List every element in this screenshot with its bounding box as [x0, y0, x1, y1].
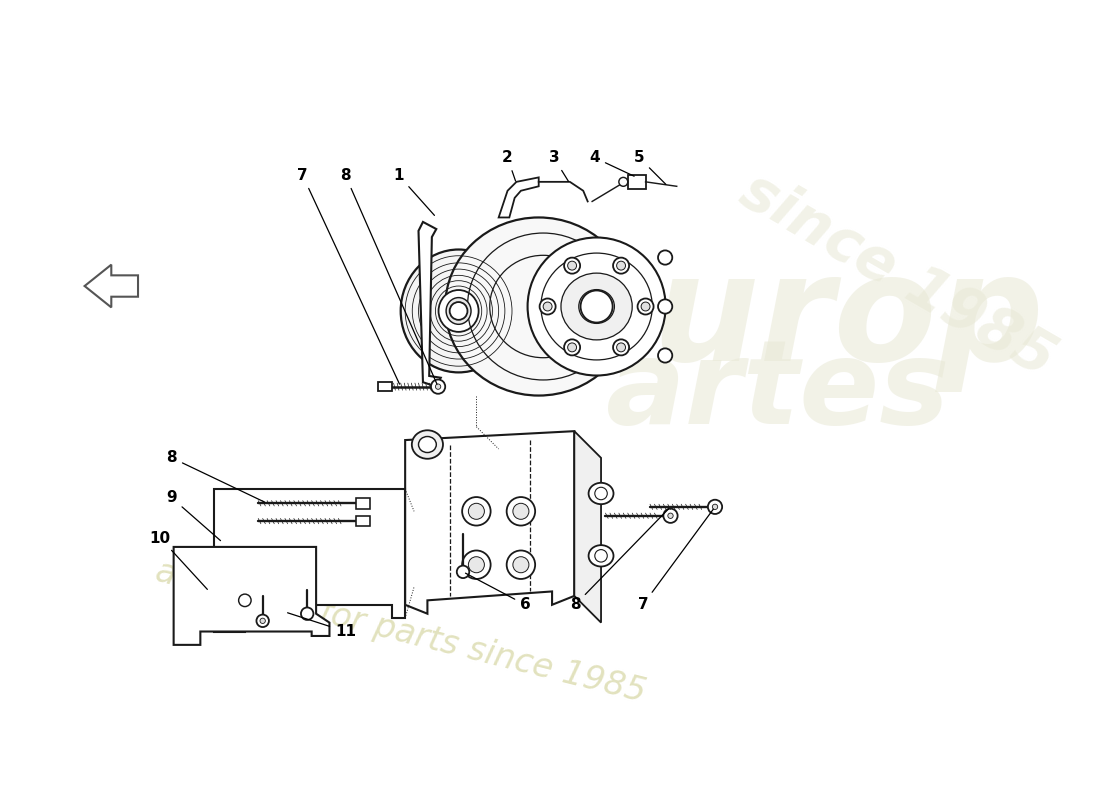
Ellipse shape [446, 218, 632, 395]
Circle shape [462, 497, 491, 526]
Circle shape [469, 557, 484, 573]
Ellipse shape [439, 290, 478, 332]
Text: artes: artes [605, 334, 950, 449]
Polygon shape [213, 489, 405, 631]
Circle shape [595, 487, 607, 500]
Circle shape [564, 258, 580, 274]
Text: 10: 10 [150, 530, 208, 590]
Text: europ: europ [552, 247, 1045, 392]
Circle shape [239, 594, 251, 606]
Polygon shape [356, 498, 370, 509]
Circle shape [663, 509, 678, 523]
Circle shape [301, 607, 314, 620]
Ellipse shape [418, 437, 437, 453]
Text: 1: 1 [394, 168, 435, 215]
Circle shape [543, 302, 552, 311]
Text: 4: 4 [590, 150, 634, 176]
Polygon shape [378, 382, 392, 391]
Circle shape [613, 339, 629, 355]
Circle shape [469, 503, 484, 519]
Circle shape [260, 618, 265, 623]
Ellipse shape [400, 250, 517, 372]
Ellipse shape [528, 238, 666, 375]
Text: 11: 11 [287, 613, 356, 639]
Circle shape [564, 339, 580, 355]
Circle shape [713, 504, 717, 510]
Circle shape [568, 261, 576, 270]
Text: 8: 8 [166, 450, 265, 502]
Polygon shape [174, 547, 330, 645]
Circle shape [708, 500, 722, 514]
Text: 9: 9 [166, 490, 220, 541]
Text: 8: 8 [570, 509, 669, 612]
Circle shape [462, 550, 491, 579]
Text: 3: 3 [549, 150, 569, 182]
Circle shape [617, 343, 626, 352]
Circle shape [456, 566, 470, 578]
Circle shape [507, 550, 535, 579]
Ellipse shape [447, 298, 471, 324]
Text: 8: 8 [340, 168, 437, 384]
Ellipse shape [588, 483, 614, 504]
Polygon shape [85, 265, 138, 307]
Polygon shape [574, 431, 601, 622]
Ellipse shape [561, 273, 632, 340]
Polygon shape [498, 178, 539, 218]
Circle shape [436, 384, 441, 390]
Circle shape [540, 298, 556, 314]
Polygon shape [356, 516, 370, 526]
Polygon shape [405, 431, 574, 614]
Circle shape [256, 614, 268, 627]
Text: since 1985: since 1985 [730, 162, 1065, 388]
Circle shape [450, 302, 468, 320]
Circle shape [595, 550, 607, 562]
Circle shape [513, 557, 529, 573]
Circle shape [658, 348, 672, 362]
Polygon shape [418, 222, 441, 386]
Circle shape [658, 299, 672, 314]
Text: 7: 7 [297, 168, 399, 384]
Circle shape [513, 503, 529, 519]
Circle shape [658, 250, 672, 265]
Circle shape [568, 343, 576, 352]
Text: 2: 2 [503, 150, 516, 181]
Text: a passion for parts since 1985: a passion for parts since 1985 [152, 554, 649, 709]
Circle shape [641, 302, 650, 311]
Text: 7: 7 [638, 509, 714, 612]
Polygon shape [628, 174, 646, 189]
Circle shape [617, 261, 626, 270]
Circle shape [638, 298, 653, 314]
Circle shape [507, 497, 535, 526]
Text: 6: 6 [465, 573, 530, 612]
Circle shape [431, 379, 446, 394]
Circle shape [613, 258, 629, 274]
Ellipse shape [411, 430, 443, 458]
Circle shape [619, 178, 628, 186]
Ellipse shape [588, 545, 614, 566]
Circle shape [668, 513, 673, 518]
Text: 5: 5 [634, 150, 665, 184]
Circle shape [581, 290, 613, 322]
